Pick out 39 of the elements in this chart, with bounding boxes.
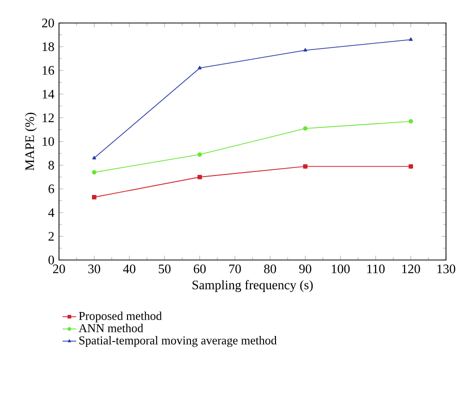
y-tick-label: 4	[48, 208, 54, 217]
x-tick-label: 80	[264, 264, 276, 274]
x-tick-label: 110	[367, 264, 385, 274]
x-tick-label: 90	[299, 264, 312, 274]
y-tick-label: 2	[48, 232, 54, 241]
x-tick-label: 130	[437, 264, 456, 274]
point	[198, 66, 202, 70]
point	[303, 126, 308, 131]
point	[408, 37, 413, 41]
point	[198, 152, 202, 157]
x-axis-title: Sampling frequency (s)	[192, 280, 313, 292]
y-tick-label: 8	[48, 160, 54, 170]
point	[92, 156, 96, 160]
point	[303, 48, 308, 52]
x-tick-label: 100	[332, 264, 350, 274]
x-tick-label: 30	[88, 264, 100, 274]
y-tick-label: 18	[42, 42, 54, 52]
y-tick-label: 0	[48, 256, 54, 264]
point	[303, 164, 308, 169]
y-tick-label: 16	[42, 66, 54, 75]
y-tick-label: 6	[48, 184, 54, 194]
point	[408, 119, 414, 124]
y-tick-label: 10	[42, 137, 54, 146]
y-tick-label: 12	[42, 114, 54, 122]
point	[408, 164, 414, 169]
point	[198, 174, 202, 180]
x-tick-label: 70	[229, 264, 241, 274]
y-axis-title: MAPE (%)	[24, 112, 37, 170]
legend-label: Spatial-temporal moving average method	[79, 336, 277, 347]
x-tick-label: 40	[123, 264, 136, 274]
point	[92, 170, 96, 174]
x-tick-label: 120	[402, 264, 420, 274]
point	[92, 195, 96, 200]
x-tick-label: 60	[194, 264, 206, 274]
legend-label: ANN method	[78, 324, 144, 332]
y-tick-label: 20	[42, 18, 54, 28]
y-tick-label: 14	[42, 90, 54, 98]
legend-label: Proposed method	[78, 312, 162, 322]
x-tick-label: 50	[158, 264, 171, 274]
